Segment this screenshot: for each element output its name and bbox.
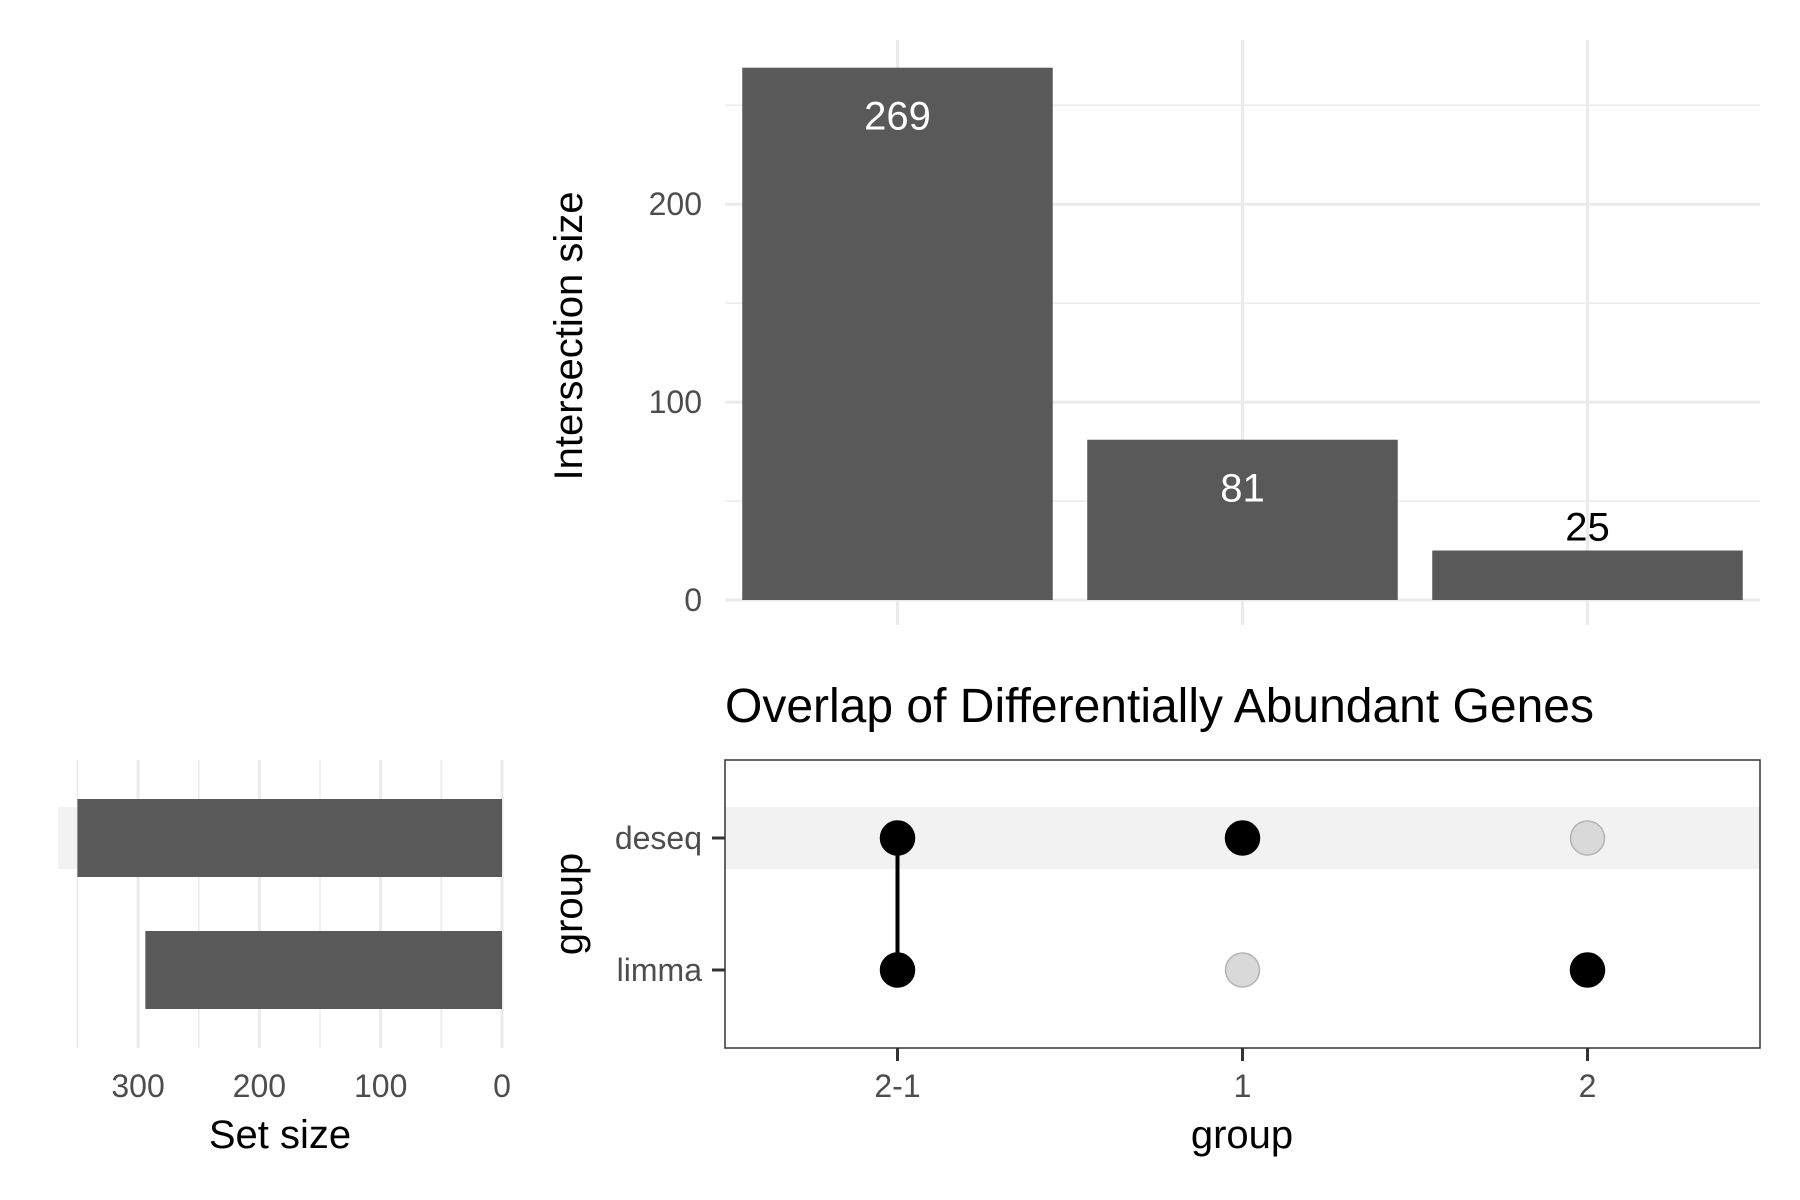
matrix-y-tick-label: deseq xyxy=(615,820,702,856)
set-size-x-ticks: 300 200 100 0 xyxy=(111,1068,511,1104)
intersection-y-tick-label: 200 xyxy=(649,186,702,222)
intersection-bar xyxy=(1087,439,1398,600)
set-size-axis-title: Set size xyxy=(209,1113,351,1157)
matrix-x-axis-title: group xyxy=(1191,1113,1293,1157)
intersection-y-ticks: 0 100 200 xyxy=(649,186,702,618)
intersection-bar-label: 269 xyxy=(864,95,931,139)
set-size-x-tick-label: 200 xyxy=(233,1068,286,1104)
matrix-grid xyxy=(898,760,1588,1048)
matrix-dot-inactive xyxy=(1224,952,1261,988)
intersection-bar-label: 25 xyxy=(1565,506,1610,550)
intersection-size-panel: 269 81 25 0 100 200 Intersection size xyxy=(547,40,1760,625)
matrix-y-tick-label: limma xyxy=(617,952,703,988)
set-size-panel: 300 200 100 0 Set size xyxy=(58,760,511,1157)
matrix-dots xyxy=(879,820,1606,988)
set-size-x-tick-label: 0 xyxy=(493,1068,511,1104)
set-size-x-tick-label: 100 xyxy=(354,1068,407,1104)
intersection-bar xyxy=(742,67,1053,600)
intersection-bar-label: 81 xyxy=(1220,467,1265,511)
matrix-dot-active xyxy=(1224,820,1261,856)
intersection-bar xyxy=(1432,550,1743,600)
matrix-y-axis-title: group xyxy=(547,853,591,955)
intersection-y-tick-label: 100 xyxy=(649,384,702,420)
matrix-dot-active xyxy=(1569,952,1606,988)
set-size-bars xyxy=(77,799,502,1009)
intersection-y-tick-label: 0 xyxy=(684,582,702,618)
set-size-bar xyxy=(77,799,502,877)
matrix-dot-active xyxy=(879,820,916,856)
chart-title: Overlap of Differentially Abundant Genes xyxy=(725,680,1594,733)
matrix-dot-active xyxy=(879,952,916,988)
intersection-size-axis-title: Intersection size xyxy=(547,191,591,480)
matrix-dot-inactive xyxy=(1569,820,1606,856)
matrix-x-tick-label: 2 xyxy=(1579,1068,1597,1104)
membership-matrix-panel: Overlap of Differentially Abundant Genes… xyxy=(547,680,1761,1157)
matrix-x-tick-label: 2-1 xyxy=(874,1068,920,1104)
matrix-y-ticks: deseq limma xyxy=(615,820,725,988)
matrix-x-ticks: 2-1 1 2 xyxy=(874,1048,1596,1104)
matrix-x-tick-label: 1 xyxy=(1234,1068,1252,1104)
set-size-x-tick-label: 300 xyxy=(111,1068,164,1104)
set-size-bar xyxy=(145,931,502,1009)
intersection-bars: 269 81 25 xyxy=(742,67,1743,600)
